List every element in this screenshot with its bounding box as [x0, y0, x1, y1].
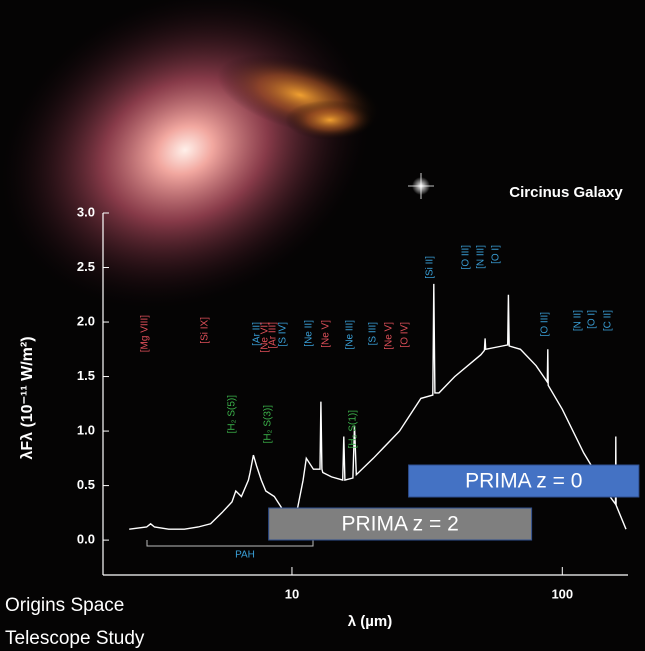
- line-label: [N II]: [573, 310, 584, 331]
- y-tick-label: 1.5: [77, 368, 95, 383]
- footer-text: Origins Space: [5, 595, 124, 616]
- band-label: PRIMA z = 0: [465, 470, 582, 493]
- pah-label: PAH: [235, 550, 255, 561]
- line-label: [Mg VIII]: [140, 315, 151, 352]
- line-label: [Ne II]: [304, 320, 315, 347]
- line-label: [C II]: [603, 310, 614, 331]
- x-tick-label: 100: [551, 586, 573, 601]
- line-label: [O III]: [461, 245, 472, 270]
- chart: Circinus Galaxy λFλ (10⁻¹¹ W/m²) λ (µm) …: [0, 0, 645, 651]
- line-label: [Si II]: [425, 256, 436, 279]
- y-tick-label: 0.5: [77, 477, 95, 492]
- line-label: [S III]: [368, 322, 379, 346]
- line-label: [S IV]: [278, 322, 289, 347]
- x-axis-label: λ (µm): [348, 613, 392, 630]
- line-label: [Si IX]: [200, 317, 211, 344]
- line-label: [H₂ S(1)]: [348, 410, 359, 449]
- y-tick-label: 0.0: [77, 532, 95, 547]
- line-label: [O IV]: [400, 322, 411, 348]
- y-tick-label: 3.0: [77, 204, 95, 219]
- footer-text: Telescope Study: [5, 628, 145, 649]
- line-label: [H₂ S(5)]: [227, 395, 238, 434]
- line-label: [O I]: [491, 245, 502, 264]
- line-label: [O I]: [587, 310, 598, 329]
- line-label: [O III]: [540, 312, 551, 337]
- line-label: [Ne V]: [384, 322, 395, 350]
- y-tick-label: 1.0: [77, 423, 95, 438]
- band-label: PRIMA z = 2: [341, 513, 458, 536]
- y-axis-label: λFλ (10⁻¹¹ W/m²): [19, 336, 36, 459]
- y-tick-label: 2.0: [77, 313, 95, 328]
- x-tick-label: 10: [285, 586, 299, 601]
- line-label: [N III]: [476, 245, 487, 269]
- y-tick-label: 2.5: [77, 259, 95, 274]
- line-label: [H₂ S(3)]: [263, 405, 274, 444]
- chart-title: Circinus Galaxy: [509, 184, 623, 201]
- line-label: [Ne V]: [321, 320, 332, 348]
- line-label: [Ne III]: [345, 320, 356, 350]
